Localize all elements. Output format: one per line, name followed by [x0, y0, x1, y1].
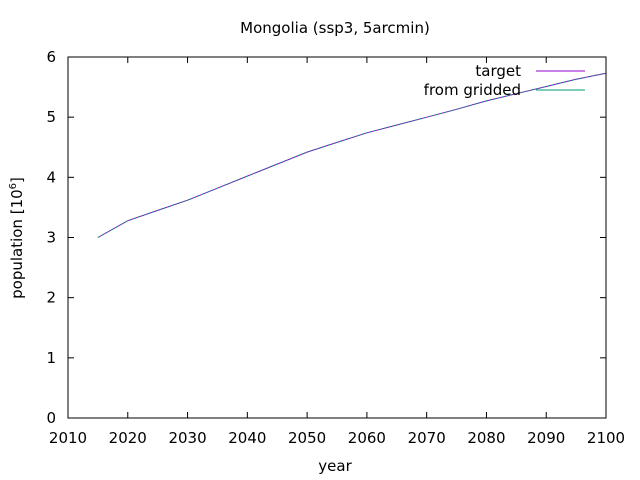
- legend-label-target: target: [475, 62, 521, 80]
- axis-ticks: 2010 2020 2030 2040 2050 2060 2070 2080 2090 2100…: [46, 48, 625, 447]
- x-axis-label: year: [318, 457, 352, 475]
- chart-title: Mongolia (ssp3, 5arcmin): [240, 19, 430, 37]
- x-tick-label: 2010: [49, 429, 87, 447]
- x-tick-label: 2040: [228, 429, 266, 447]
- plot-frame: [67, 56, 607, 419]
- x-tick-label: 2080: [467, 429, 505, 447]
- x-tick-label: 2060: [348, 429, 386, 447]
- y-axis-label: population [106]: [8, 177, 26, 299]
- y-axis-label-end: ]: [8, 177, 26, 183]
- x-tick-label: 2020: [109, 429, 147, 447]
- y-axis-label-sup: 6: [8, 183, 19, 189]
- x-tick-label: 2030: [168, 429, 206, 447]
- y-tick-label: 5: [46, 108, 56, 126]
- legend: target from gridded: [424, 62, 585, 99]
- y-tick-label: 3: [46, 229, 56, 247]
- x-tick-label: 2090: [527, 429, 565, 447]
- y-tick-label: 1: [46, 349, 56, 367]
- x-tick-label: 2070: [408, 429, 446, 447]
- x-tick-label: 2100: [587, 429, 625, 447]
- series-line-target: [97, 72, 607, 238]
- y-axis-label-main: population [10: [8, 189, 26, 299]
- y-tick-label: 0: [46, 409, 56, 427]
- legend-label-from-gridded: from gridded: [424, 81, 521, 99]
- series-line-from-gridded: [97, 72, 607, 238]
- x-tick-label: 2050: [288, 429, 326, 447]
- series-layer: [97, 72, 607, 238]
- y-tick-label: 4: [46, 168, 56, 186]
- y-tick-label: 2: [46, 289, 56, 307]
- y-tick-label: 6: [46, 48, 56, 66]
